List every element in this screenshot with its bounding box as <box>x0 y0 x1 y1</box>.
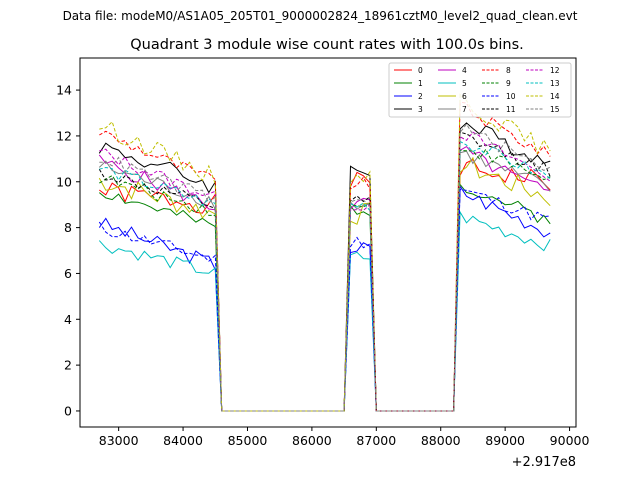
series-line-2 <box>98 184 551 412</box>
x-axis: 83000 84000 85000 86000 87000 88000 89000 90000 <box>99 427 590 448</box>
y-tick-label: 4 <box>64 312 72 327</box>
x-tick-label: 83000 <box>99 433 139 448</box>
y-tick-label: 14 <box>56 83 72 98</box>
legend-label: 10 <box>506 92 516 101</box>
legend-label: 8 <box>506 66 511 75</box>
y-tick-label: 8 <box>64 220 72 235</box>
y-tick-label: 10 <box>56 174 72 189</box>
series-line-8 <box>99 101 551 412</box>
y-tick-label: 0 <box>64 403 72 418</box>
legend-label: 5 <box>462 79 467 88</box>
x-tick-label: 85000 <box>228 433 268 448</box>
series-line-11 <box>98 131 551 412</box>
legend-label: 9 <box>506 79 511 88</box>
x-tick-label: 90000 <box>550 433 590 448</box>
series-line-12 <box>99 131 551 412</box>
legend-label: 12 <box>550 66 560 75</box>
series-line-15 <box>99 123 551 412</box>
chart-title: Quadrant 3 module wise count rates with … <box>130 37 524 53</box>
series-line-7 <box>98 150 551 412</box>
x-tick-label: 84000 <box>163 433 203 448</box>
x-tick-label: 86000 <box>292 433 332 448</box>
series-line-1 <box>98 183 551 412</box>
y-tick-label: 2 <box>64 358 72 373</box>
plot-frame <box>79 57 577 428</box>
series-line-5 <box>98 210 551 412</box>
series-line-14 <box>99 93 551 412</box>
legend-label: 4 <box>462 66 467 75</box>
legend-label: 14 <box>550 92 560 101</box>
x-tick-label: 87000 <box>356 433 396 448</box>
series-line-10 <box>98 188 551 412</box>
x-offset-label: +2.917e8 <box>512 455 576 470</box>
legend-label: 0 <box>418 66 423 75</box>
legend-label: 6 <box>462 92 467 101</box>
series-line-3 <box>98 122 551 412</box>
legend-label: 13 <box>550 79 560 88</box>
legend-label: 15 <box>550 105 560 114</box>
x-tick-label: 88000 <box>421 433 461 448</box>
series-line-13 <box>99 140 551 412</box>
legend-label: 3 <box>418 105 423 114</box>
series-line-9 <box>99 148 551 412</box>
legend-label: 1 <box>418 79 423 88</box>
legend-label: 7 <box>462 105 467 114</box>
y-tick-label: 6 <box>64 266 72 281</box>
x-tick-label: 89000 <box>485 433 525 448</box>
legend-box <box>388 62 572 118</box>
legend-label: 2 <box>418 92 423 101</box>
y-tick-label: 12 <box>56 128 72 143</box>
legend-label: 11 <box>506 105 516 114</box>
chart-suptitle: Data file: modeM0/AS1A05_205T01_90000028… <box>63 9 578 23</box>
y-axis: 0 2 4 6 8 10 12 14 <box>56 83 80 418</box>
series-layer <box>98 93 551 412</box>
